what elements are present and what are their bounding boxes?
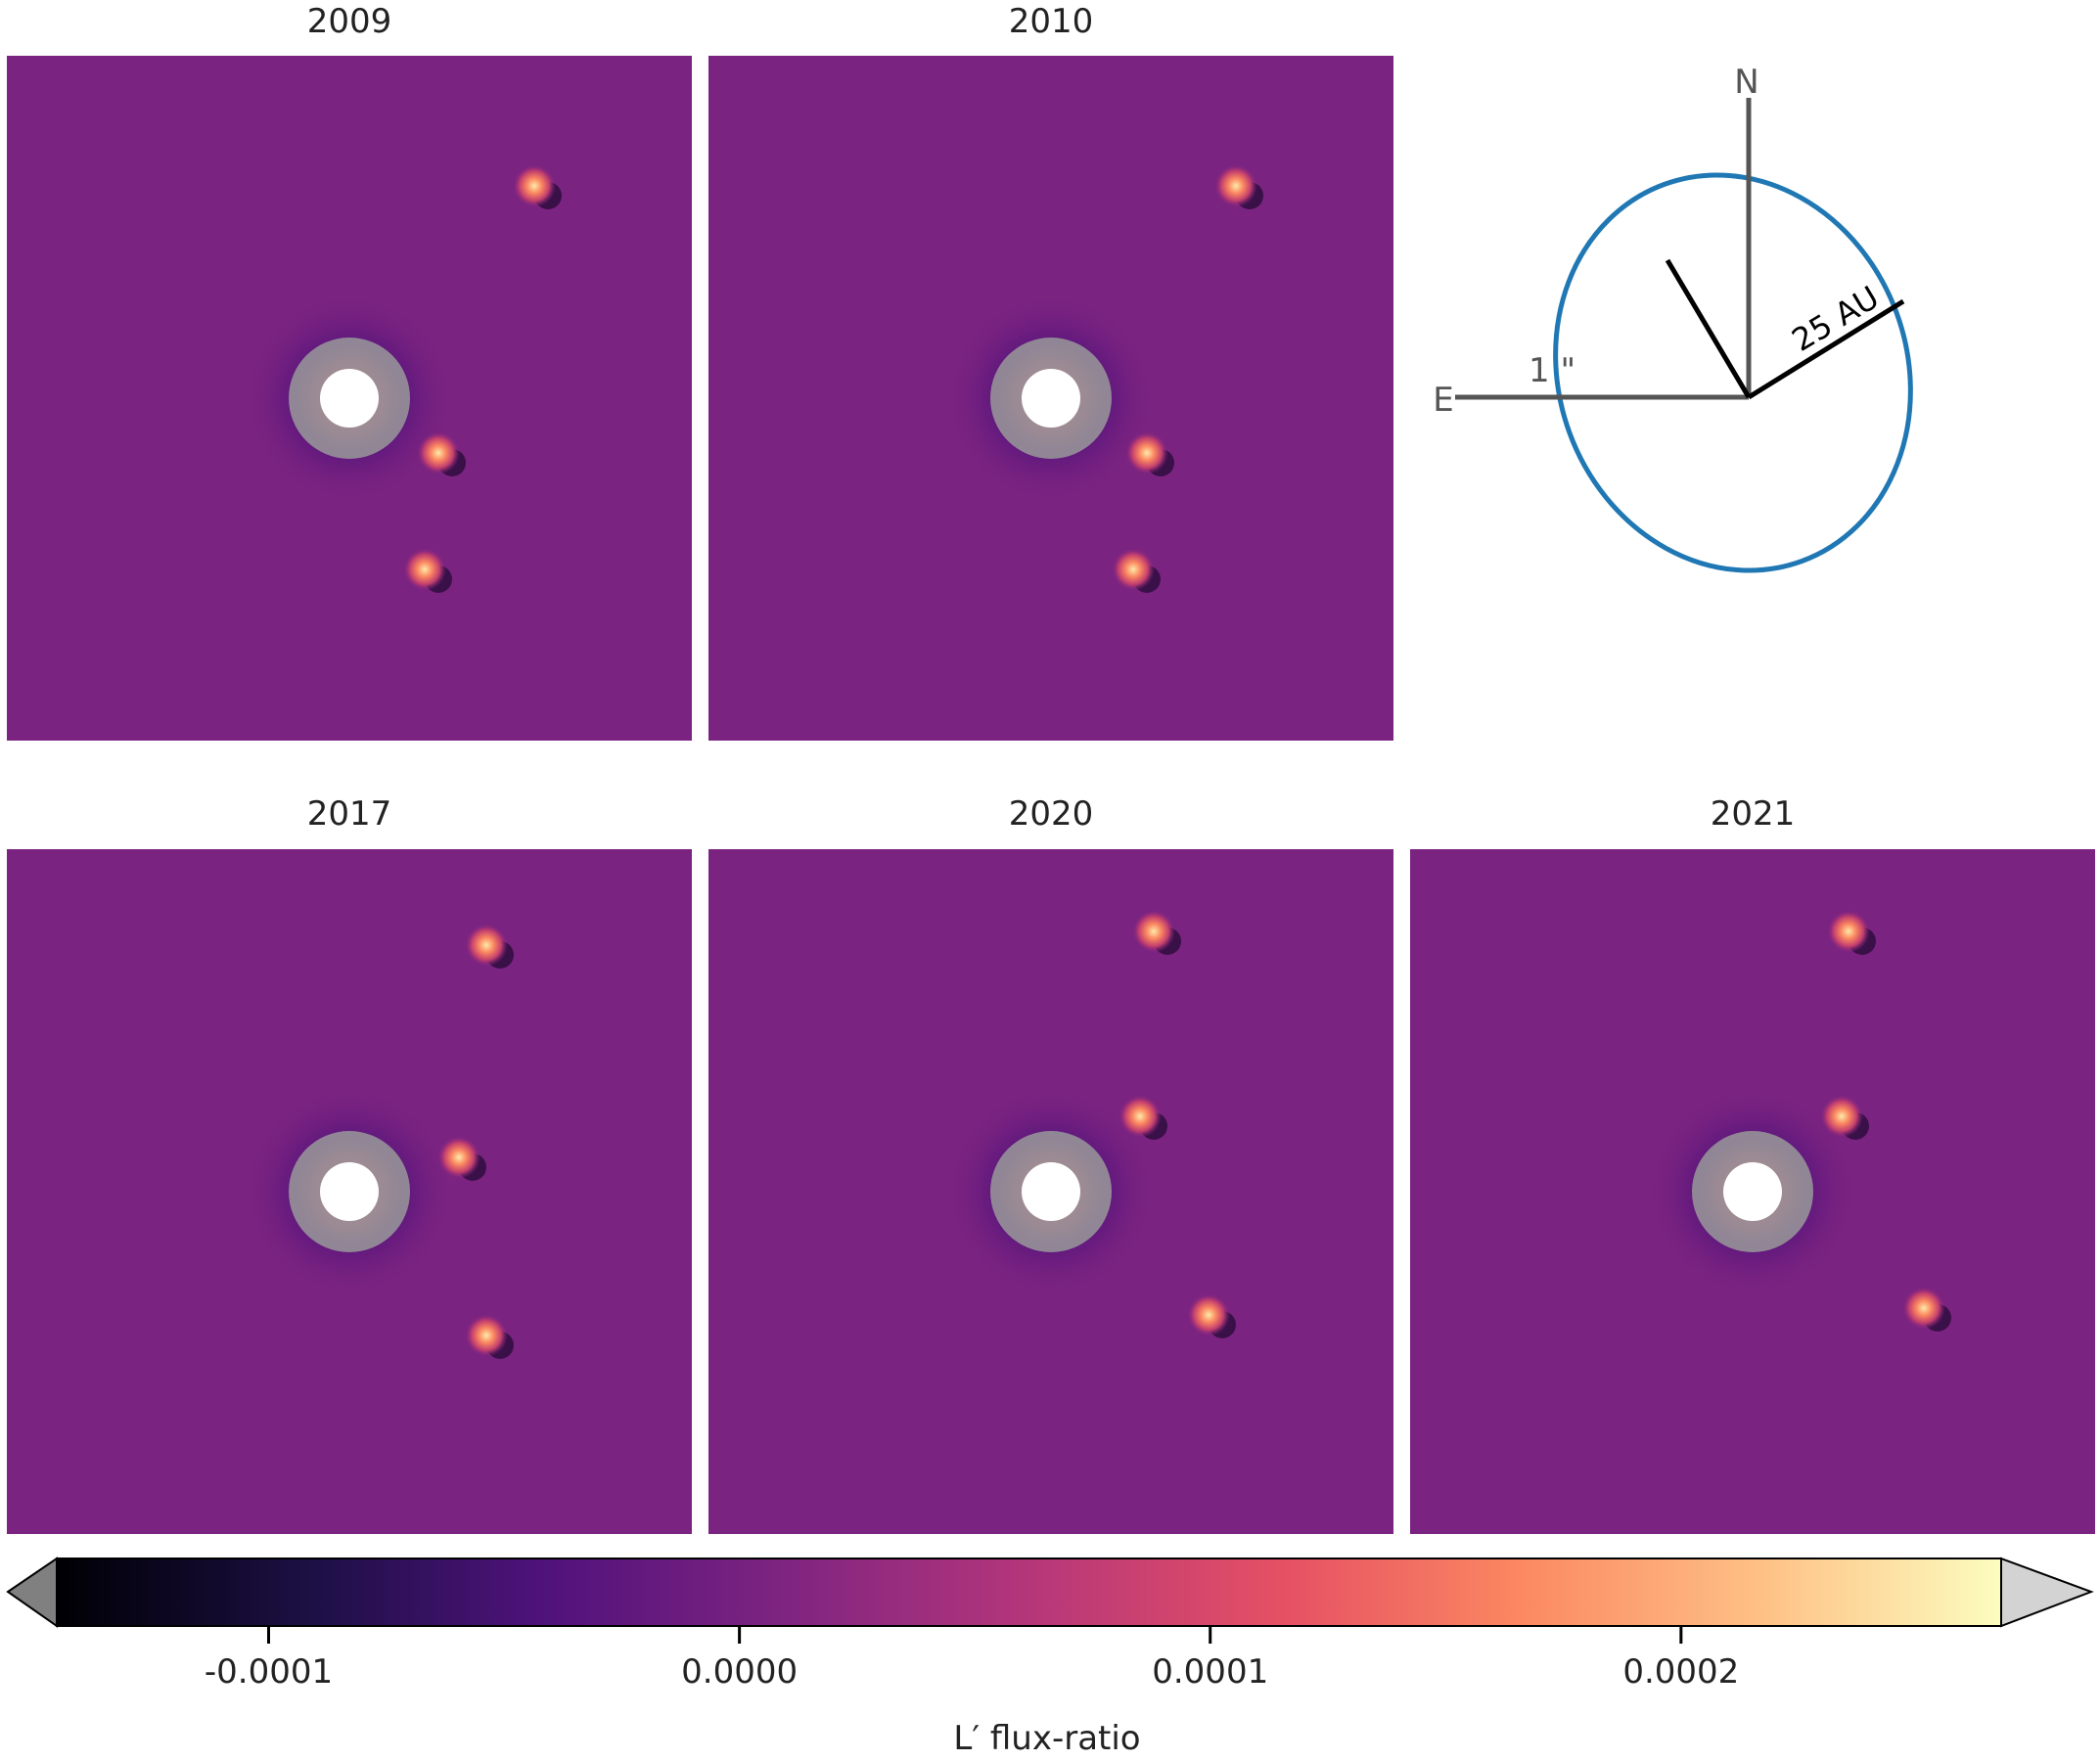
planet-1 [1827, 910, 1870, 953]
image-panel-2009 [7, 56, 692, 741]
planet-3 [465, 1314, 508, 1357]
planet-3 [1187, 1293, 1230, 1336]
scale-label: 1 " [1529, 351, 1575, 390]
panel-title-2021: 2021 [1710, 794, 1796, 834]
orientation-diagram: N E 1 " 25 AU [1433, 63, 1913, 573]
colorbar-tick-label: -0.0001 [205, 1652, 333, 1692]
planet-1 [513, 164, 556, 207]
planet-2 [1118, 1095, 1162, 1138]
image-panel-2010 [708, 56, 1393, 741]
colorbar-tick-label: 0.0001 [1152, 1652, 1268, 1692]
planet-1 [1132, 910, 1175, 953]
colorbar-over-triangle [2000, 1557, 2094, 1628]
orbit-ellipse [1553, 172, 1913, 573]
panel-title-2020: 2020 [1008, 794, 1094, 834]
planet-2 [437, 1136, 480, 1179]
distance-label: 25 AU [1786, 279, 1886, 359]
periastron-line [1665, 258, 1752, 399]
planet-1 [465, 924, 508, 967]
colorbar-tick-label: 0.0002 [1622, 1652, 1739, 1692]
panel-title-2017: 2017 [306, 794, 392, 834]
panel-title-2010: 2010 [1008, 2, 1094, 41]
image-panel-2017 [7, 849, 692, 1534]
colorbar-under-triangle [6, 1557, 58, 1628]
east-label: E [1433, 381, 1453, 420]
colorbar-tick-label: 0.0000 [681, 1652, 798, 1692]
planet-2 [417, 431, 460, 474]
panel-title-2009: 2009 [306, 2, 392, 41]
image-panel-2021 [1410, 849, 2095, 1534]
north-label: N [1734, 63, 1758, 102]
planet-2 [1125, 431, 1168, 474]
planet-3 [1902, 1287, 1945, 1330]
radius-line [1747, 298, 1905, 400]
colorbar-label: L′ flux-ratio [953, 1719, 1140, 1758]
planet-3 [1112, 548, 1155, 591]
colorbar-gradient [56, 1558, 2002, 1627]
planet-2 [1820, 1095, 1863, 1138]
image-panel-2020 [708, 849, 1393, 1534]
planet-1 [1214, 164, 1257, 207]
planet-3 [403, 548, 446, 591]
colorbar: -0.0001 0.0000 0.0001 0.0002 L′ flux-ratio [6, 1557, 2094, 1758]
